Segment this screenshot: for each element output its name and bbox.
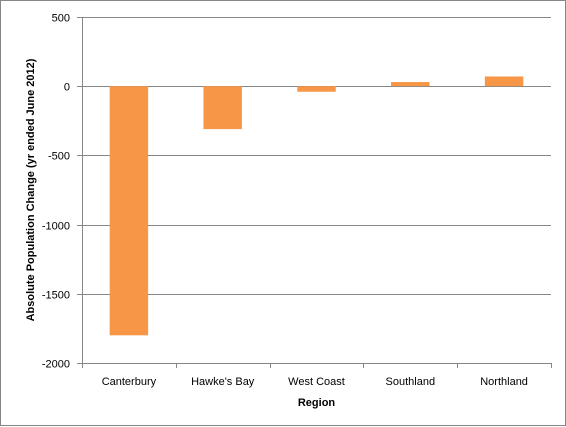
y-axis-title: Absolute Population Change (yr ended Jun… <box>25 58 37 321</box>
y-tick-label: -500 <box>48 151 70 163</box>
x-tick-label: Southland <box>386 376 436 388</box>
bar-hawke-s-bay <box>203 86 242 130</box>
x-tick-label: West Coast <box>288 376 345 388</box>
axes <box>77 17 552 368</box>
bar-northland <box>484 76 524 87</box>
x-tick-label: Hawke's Bay <box>191 376 255 388</box>
y-tick-label: 500 <box>52 13 70 25</box>
bar-canterbury <box>109 86 149 336</box>
y-tick-label: -1000 <box>42 221 70 233</box>
bar-west-coast <box>297 86 336 92</box>
bar-southland <box>391 82 430 87</box>
y-tick-labels: 500 0 -500 -1000 -1500 -2000 <box>42 13 70 371</box>
x-tick-label: Northland <box>480 376 528 388</box>
y-tick-label: -2000 <box>42 359 70 371</box>
y-tick-label: -1500 <box>42 290 70 302</box>
x-tick-label: Canterbury <box>102 376 157 388</box>
y-tick-label: 0 <box>64 82 70 94</box>
x-axis-title: Region <box>298 397 336 409</box>
x-tick-labels: Canterbury Hawke's Bay West Coast Southland… <box>102 376 528 388</box>
gridlines <box>82 17 551 364</box>
bars <box>109 76 524 336</box>
